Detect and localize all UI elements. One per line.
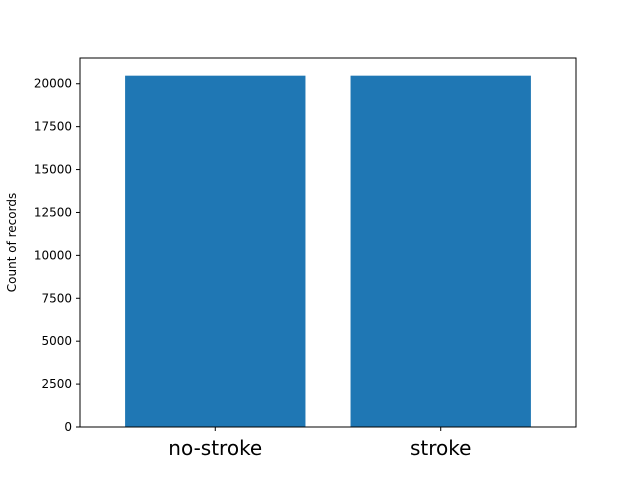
plot-frame: [79, 57, 577, 428]
bars-layer: [125, 75, 531, 427]
y-tick-label: 10000: [34, 248, 72, 262]
y-tick-label: 7500: [41, 291, 72, 305]
y-tick-label: 15000: [34, 163, 72, 177]
bar-stroke: [350, 75, 531, 427]
y-tick-label: 0: [64, 420, 72, 434]
bar-no-stroke: [125, 75, 306, 427]
x-tick-label: no-stroke: [168, 436, 262, 460]
y-tick-label: 2500: [41, 377, 72, 391]
x-tick-label: stroke: [410, 436, 471, 460]
y-axis-label: Count of records: [5, 193, 19, 292]
y-tick-label: 17500: [34, 120, 72, 134]
x-axis: no-stroke stroke: [168, 427, 471, 460]
y-tick-label: 20000: [34, 77, 72, 91]
y-tick-label: 12500: [34, 205, 72, 219]
y-tick-label: 5000: [41, 334, 72, 348]
y-axis: 0 2500 5000 7500 10000 12500 15000 17500 20000: [34, 77, 80, 434]
